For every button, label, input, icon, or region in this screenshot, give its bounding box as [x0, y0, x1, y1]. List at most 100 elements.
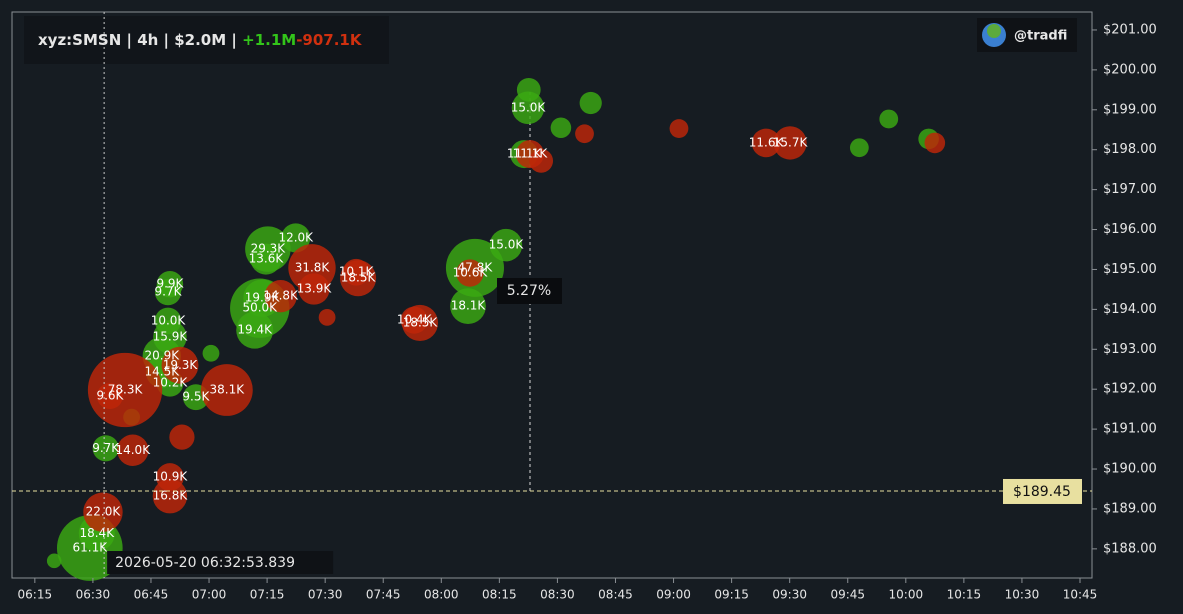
bubble-label: 50.0K	[242, 301, 278, 315]
bubble-label: 19.9K	[245, 291, 281, 305]
x-tick-label: 09:15	[714, 588, 749, 602]
x-tick-label: 10:30	[1005, 588, 1040, 602]
buy-total: +1.1M	[242, 31, 296, 49]
bubble	[401, 304, 439, 342]
bubble	[200, 364, 253, 416]
y-tick-label: $188.00	[1103, 541, 1157, 556]
header-box	[24, 16, 389, 64]
x-tick-label: 10:00	[889, 588, 924, 602]
bubble-label: 18.4K	[79, 526, 115, 540]
bubble-label: 22.0K	[86, 505, 122, 519]
bubble	[773, 126, 807, 160]
x-tick-label: 06:45	[134, 588, 169, 602]
bubble-label: 9.9K	[156, 277, 184, 291]
bubble	[87, 352, 163, 428]
x-tick-label: 06:30	[76, 588, 111, 602]
bubble	[489, 228, 523, 262]
bubble-label: 18.5K	[341, 271, 377, 285]
bubble	[154, 279, 182, 306]
bubble-label: 15.0K	[511, 100, 547, 114]
bubble-label: 13.6K	[249, 252, 285, 266]
bubble	[879, 109, 899, 129]
bubble-label: 15.9K	[153, 329, 189, 343]
bubble	[152, 478, 188, 514]
y-tick-label: $200.00	[1103, 62, 1157, 77]
x-tick-label: 09:45	[830, 588, 865, 602]
bubble-label: 10.6K	[453, 266, 489, 280]
y-tick-label: $191.00	[1103, 422, 1157, 437]
bubble-label: 9.5K	[182, 390, 210, 404]
bubble-label: 18.5K	[403, 315, 439, 329]
bubble	[550, 117, 572, 139]
x-tick-label: 09:30	[772, 588, 807, 602]
bubble-label: 20.9K	[145, 349, 181, 363]
bubble-label: 16.8K	[153, 489, 189, 503]
bubble	[250, 243, 282, 275]
bubble	[236, 311, 274, 349]
crosshair-price-box	[1003, 478, 1082, 504]
bubble-label: 47.8K	[458, 260, 494, 274]
bubble-label: 10.9K	[153, 470, 189, 484]
bubble	[575, 124, 594, 144]
bubble	[516, 77, 541, 102]
bubble-label: 19.3K	[163, 358, 199, 372]
header: xyz:SMSN | 4h | $2.0M | +1.1M-907.1K	[38, 31, 363, 50]
bubble-label: 29.3K	[251, 242, 287, 256]
bubble	[456, 259, 484, 287]
bubble-label: 13.9K	[297, 282, 333, 296]
bubble	[511, 91, 545, 125]
bubble-label: 14.0K	[115, 443, 151, 457]
crosshair-time: 2026-05-20 06:32:53.839	[115, 555, 295, 571]
x-tick-label: 07:30	[308, 588, 343, 602]
y-tick-label: $193.00	[1103, 342, 1157, 357]
bubble	[161, 346, 199, 384]
bubble	[169, 424, 195, 450]
header-title: xyz:SMSN | 4h | $2.0M |	[38, 31, 237, 50]
x-tick-label: 07:45	[366, 588, 401, 602]
bubble-label: 78.3K	[108, 382, 144, 396]
bubble-label: 38.1K	[210, 382, 246, 396]
bubble	[202, 344, 220, 362]
bubble-label: 11.1K	[507, 147, 543, 161]
bubble-label: 31.8K	[295, 260, 331, 274]
x-tick-label: 08:45	[598, 588, 633, 602]
bubble-label: 19.4K	[237, 323, 273, 337]
x-tick-label: 08:30	[540, 588, 575, 602]
x-tick-label: 06:15	[18, 588, 53, 602]
bubble-label: 12.0K	[278, 230, 314, 244]
bubble-label: 9.6K	[96, 388, 124, 402]
bubble	[92, 435, 119, 462]
x-tick-label: 07:00	[192, 588, 227, 602]
bubble-label: 9.7K	[155, 285, 183, 299]
bubble	[264, 280, 297, 313]
bubble-label: 15.0K	[489, 238, 525, 252]
bubble-label: 10.0K	[151, 313, 187, 327]
bubble	[450, 288, 486, 325]
y-tick-label: $198.00	[1103, 142, 1157, 157]
bubble	[924, 132, 946, 154]
y-tick-label: $197.00	[1103, 182, 1157, 197]
bubble	[849, 138, 869, 158]
bubble-label: 10.1K	[339, 265, 375, 279]
y-tick-label: $189.00	[1103, 501, 1157, 516]
bubble-label: 11.1K	[513, 147, 549, 161]
crosshair-time-box	[107, 551, 334, 574]
x-tick-label: 08:00	[424, 588, 459, 602]
bubble-label: 18.1K	[451, 299, 487, 313]
bubble	[117, 434, 149, 466]
bubble	[529, 149, 554, 173]
x-tick-label: 10:15	[947, 588, 982, 602]
brand-icon-face	[987, 24, 1001, 38]
y-tick-label: $201.00	[1103, 22, 1157, 37]
change-box	[497, 278, 562, 304]
y-tick-label: $196.00	[1103, 222, 1157, 237]
sell-total: -907.1K	[296, 31, 363, 49]
bubble-label: 10.4K	[397, 313, 433, 327]
bubble	[751, 128, 781, 158]
bubble-label: 9.7K	[92, 441, 120, 455]
bubble-label: 15.7K	[773, 135, 809, 149]
y-tick-label: $194.00	[1103, 302, 1157, 317]
bubble	[339, 260, 377, 297]
y-tick-label: $195.00	[1103, 262, 1157, 277]
